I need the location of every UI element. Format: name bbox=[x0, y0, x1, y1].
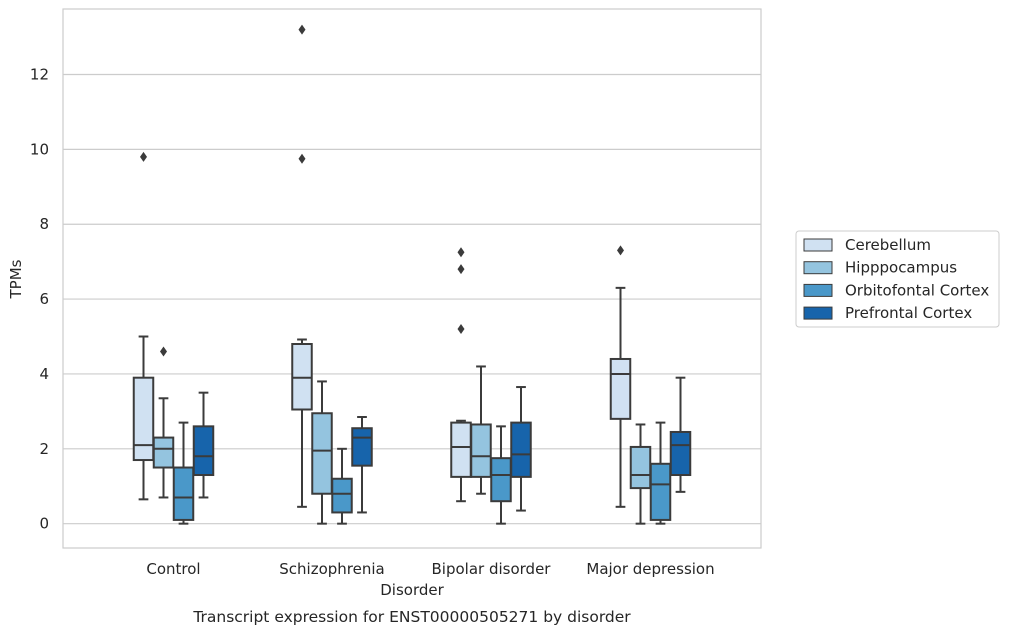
box-plot bbox=[311, 380, 333, 525]
box-iqr bbox=[649, 462, 672, 521]
box-plot bbox=[331, 447, 353, 525]
y-tick-label: 12 bbox=[30, 66, 49, 84]
y-axis-label: TPMs bbox=[7, 259, 25, 299]
x-tick-label: Schizophrenia bbox=[279, 560, 384, 578]
x-tick-labels: Control Schizophrenia Bipolar disorder Majo… bbox=[146, 560, 714, 578]
box-plot bbox=[291, 24, 313, 508]
legend-frame bbox=[795, 230, 1000, 328]
legend-swatch bbox=[803, 283, 833, 297]
box-iqr bbox=[490, 457, 512, 503]
box-plots bbox=[132, 24, 692, 525]
y-tick-labels: 0 2 4 6 8 10 12 bbox=[30, 66, 49, 533]
outlier-point bbox=[617, 245, 624, 256]
x-tick-label: Major depression bbox=[586, 560, 714, 578]
box-plot bbox=[351, 415, 373, 514]
box-iqr bbox=[132, 376, 155, 462]
outlier-point bbox=[457, 264, 465, 275]
legend: Cerebellum Hipppocampus Orbitofontal Corte… bbox=[795, 230, 1000, 328]
legend-swatch bbox=[803, 238, 833, 252]
box-iqr bbox=[331, 477, 353, 514]
outlier-point bbox=[298, 153, 306, 164]
box-plot bbox=[649, 421, 672, 525]
x-tick-label: Control bbox=[146, 560, 200, 578]
outlier-point bbox=[298, 24, 306, 35]
box-iqr bbox=[351, 427, 373, 467]
legend-label: Orbitofontal Cortex bbox=[845, 281, 989, 299]
legend-label: Cerebellum bbox=[845, 236, 931, 254]
chart-caption: Transcript expression for ENST0000050527… bbox=[192, 608, 631, 626]
y-tick-label: 4 bbox=[39, 365, 49, 383]
box-plot bbox=[132, 151, 155, 501]
legend-swatch bbox=[803, 261, 833, 275]
y-tick-label: 8 bbox=[39, 215, 49, 233]
x-axis-label: Disorder bbox=[380, 581, 444, 599]
plot-frame bbox=[62, 8, 762, 549]
box-iqr bbox=[609, 357, 632, 420]
box-iqr bbox=[172, 466, 195, 521]
box-iqr bbox=[510, 421, 532, 478]
legend-swatch bbox=[803, 306, 833, 320]
box-plot bbox=[669, 376, 692, 493]
box-iqr bbox=[669, 430, 692, 477]
y-tick-label: 10 bbox=[30, 140, 49, 158]
box-plot bbox=[192, 391, 215, 499]
legend-label: Hipppocampus bbox=[845, 259, 957, 277]
box-iqr bbox=[470, 423, 492, 478]
outlier-point bbox=[457, 324, 465, 335]
box-iqr bbox=[152, 436, 175, 469]
box-plot bbox=[609, 245, 632, 508]
y-tick-label: 6 bbox=[39, 290, 49, 308]
box-plot bbox=[152, 346, 175, 499]
outlier-point bbox=[140, 151, 147, 162]
legend-label: Prefrontal Cortex bbox=[845, 304, 972, 322]
y-tick-label: 0 bbox=[39, 515, 49, 533]
box-iqr bbox=[629, 445, 652, 490]
box-iqr bbox=[192, 425, 215, 477]
y-tick-label: 2 bbox=[39, 440, 49, 458]
box-iqr bbox=[450, 421, 472, 478]
outlier-point bbox=[457, 247, 465, 258]
box-plot bbox=[172, 421, 195, 525]
box-plot bbox=[490, 425, 512, 525]
box-iqr bbox=[311, 412, 333, 495]
x-tick-label: Bipolar disorder bbox=[432, 560, 552, 578]
box-plot bbox=[470, 365, 492, 495]
outlier-point bbox=[160, 346, 167, 357]
box-plot bbox=[510, 386, 532, 512]
